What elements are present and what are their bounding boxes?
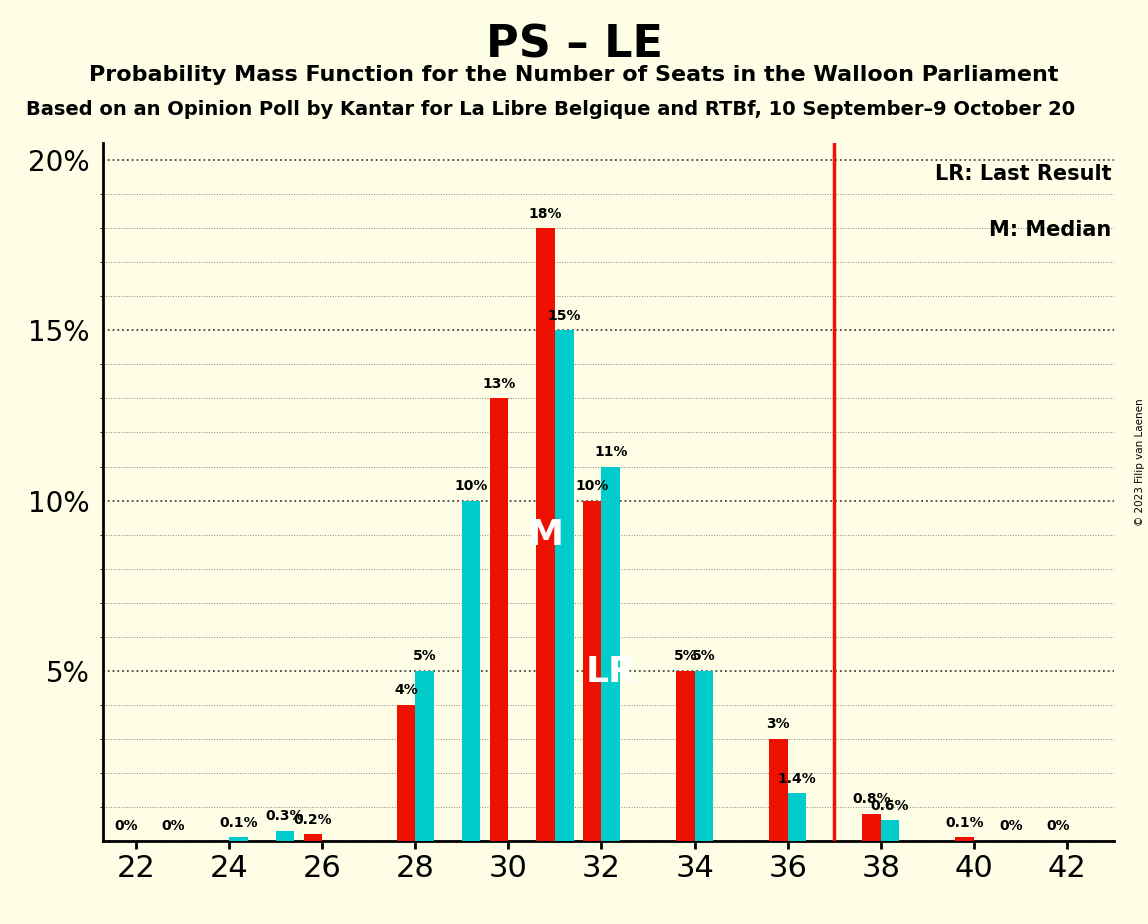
Text: 0.8%: 0.8% (852, 792, 891, 806)
Bar (955, 837, 974, 841)
Text: M: Median: M: Median (990, 220, 1111, 240)
Bar (695, 671, 713, 841)
Text: 10%: 10% (455, 479, 488, 493)
Bar (788, 793, 806, 841)
Text: 3%: 3% (767, 717, 790, 731)
Bar (583, 501, 602, 841)
Text: Based on an Opinion Poll by Kantar for La Libre Belgique and RTBf, 10 September–: Based on an Opinion Poll by Kantar for L… (26, 100, 1076, 119)
Bar (554, 331, 574, 841)
Text: 0.6%: 0.6% (871, 799, 909, 813)
Bar (676, 671, 695, 841)
Text: 18%: 18% (529, 207, 563, 221)
Text: 5%: 5% (412, 650, 436, 663)
Text: 1.4%: 1.4% (777, 772, 816, 785)
Text: © 2023 Filip van Laenen: © 2023 Filip van Laenen (1135, 398, 1145, 526)
Text: LR: Last Result: LR: Last Result (934, 164, 1111, 184)
Bar (461, 501, 480, 841)
Text: 0.2%: 0.2% (294, 812, 332, 827)
Text: 0%: 0% (1046, 820, 1070, 833)
Text: M: M (528, 517, 564, 552)
Bar (602, 467, 620, 841)
Bar (490, 398, 509, 841)
Bar (276, 831, 294, 841)
Bar (228, 837, 248, 841)
Text: 15%: 15% (548, 309, 581, 322)
Bar (416, 671, 434, 841)
Bar (536, 228, 554, 841)
Text: 0.1%: 0.1% (219, 816, 257, 830)
Text: PS – LE: PS – LE (486, 23, 662, 67)
Bar (862, 814, 881, 841)
Text: Probability Mass Function for the Number of Seats in the Walloon Parliament: Probability Mass Function for the Number… (90, 65, 1058, 85)
Text: 0%: 0% (162, 820, 185, 833)
Text: 5%: 5% (692, 650, 715, 663)
Bar (303, 834, 323, 841)
Text: 10%: 10% (575, 479, 608, 493)
Text: 5%: 5% (674, 650, 697, 663)
Text: LR: LR (585, 655, 636, 689)
Bar (769, 739, 788, 841)
Text: 0%: 0% (999, 820, 1023, 833)
Text: 11%: 11% (594, 445, 628, 459)
Text: 4%: 4% (394, 683, 418, 698)
Bar (396, 705, 416, 841)
Text: 0.1%: 0.1% (945, 816, 984, 830)
Bar (881, 821, 899, 841)
Text: 0.3%: 0.3% (265, 809, 304, 823)
Text: 0%: 0% (115, 820, 139, 833)
Text: 13%: 13% (482, 377, 515, 391)
